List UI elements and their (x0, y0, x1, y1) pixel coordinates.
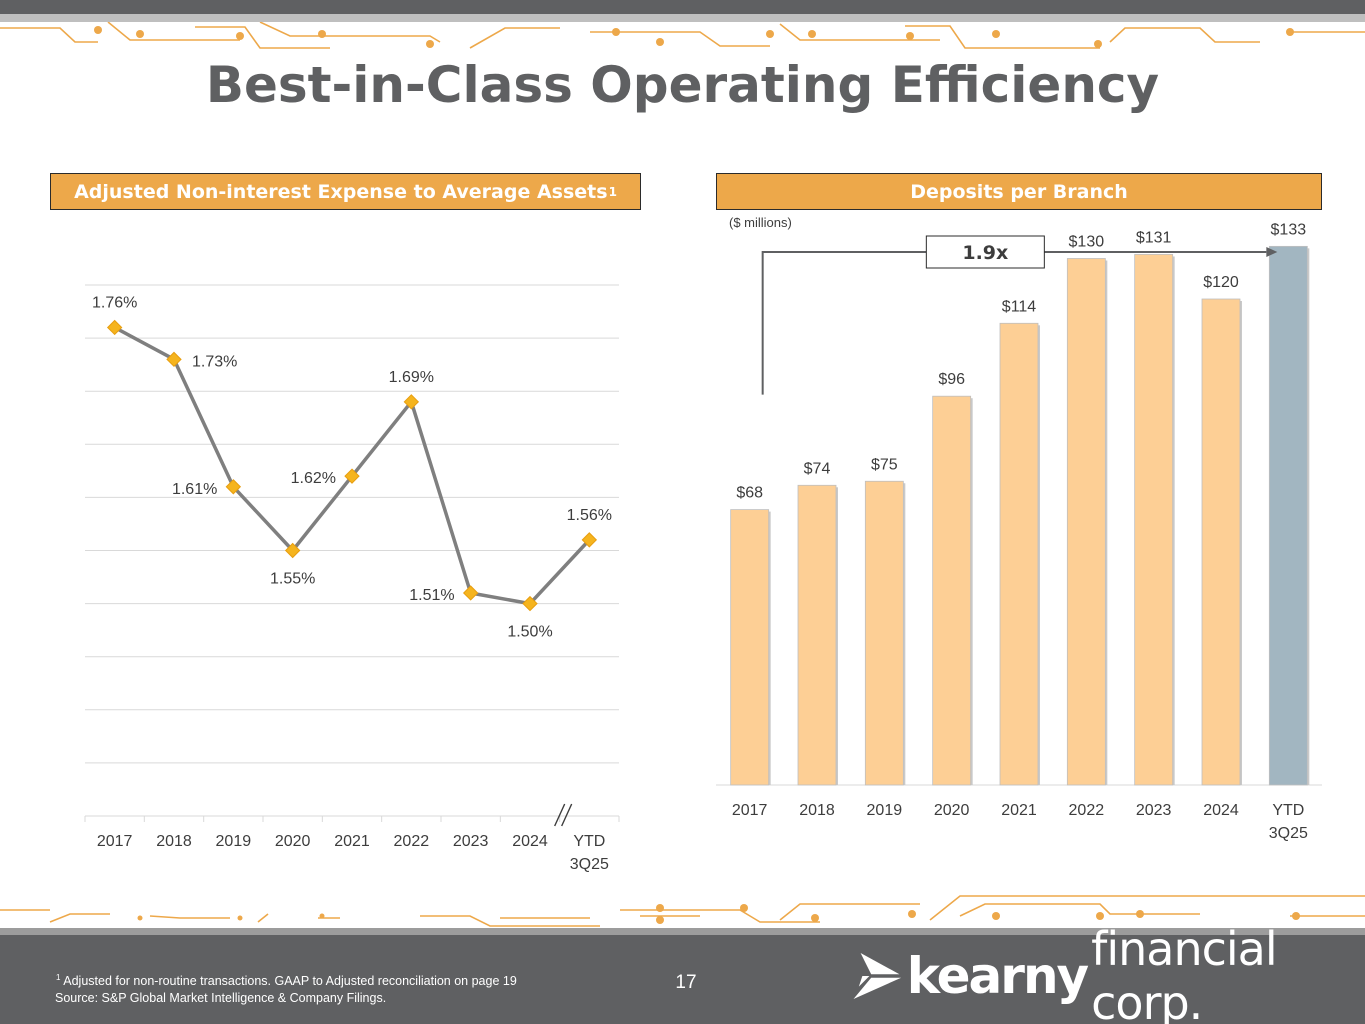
series-line (113, 325, 591, 606)
bar (730, 509, 770, 786)
footer-stripe (0, 928, 1365, 935)
x-tick-label: 2021 (334, 833, 370, 850)
logo-kearny: kearny (906, 947, 1089, 1005)
x-tick-label: 2024 (512, 833, 548, 850)
bar-chart-header: Deposits per Branch (716, 173, 1322, 210)
data-point-marker (225, 479, 242, 495)
bar-data-label: $120 (1203, 274, 1239, 291)
x-tick-label: 2020 (275, 833, 311, 850)
bar (797, 484, 837, 786)
bar (1268, 245, 1308, 786)
data-point-marker (462, 585, 479, 601)
bar-data-label: $130 (1069, 234, 1105, 251)
bar-x-tick-label: 3Q25 (1269, 825, 1308, 842)
kearny-arrow-logo-icon (853, 953, 902, 999)
data-label: 1.51% (409, 587, 454, 604)
data-label: 1.50% (507, 624, 552, 641)
data-point-marker (166, 351, 182, 368)
bar-x-tick-label: 2019 (867, 802, 903, 819)
line-chart-title: Adjusted Non-interest Expense to Average… (74, 180, 608, 203)
page-number: 17 (675, 972, 697, 993)
x-tick-label: YTD (573, 833, 605, 850)
bar-x-tick-label: 2021 (1001, 802, 1037, 819)
bar-data-label: $131 (1136, 229, 1172, 246)
top-bar-accent (0, 14, 1365, 22)
growth-arrowhead (1266, 247, 1278, 257)
data-point-marker (581, 532, 598, 548)
data-point-marker (403, 394, 420, 410)
axis-break-mark (561, 803, 573, 827)
footnote-number: 1 (56, 973, 61, 982)
footer (0, 928, 1365, 1024)
line-chart-header: Adjusted Non-interest Expense to Average… (50, 173, 641, 210)
bar (999, 322, 1039, 786)
bar-x-tick-label: 2024 (1203, 802, 1239, 819)
x-tick-label: 2023 (453, 833, 489, 850)
source-text: Source: S&P Global Market Intelligence &… (55, 991, 387, 1006)
company-logo: kearny financial corp. (850, 922, 1365, 1024)
bar-data-label: $74 (804, 460, 831, 477)
x-tick-label: 2022 (394, 833, 430, 850)
logo-financial-corp: financial corp. (1091, 922, 1278, 1024)
bar-x-tick-label: 2017 (732, 802, 768, 819)
bar-data-label: $68 (736, 485, 763, 502)
bar-x-tick-label: 2022 (1069, 802, 1105, 819)
data-point-marker (522, 595, 538, 612)
bar-x-tick-label: 2023 (1136, 802, 1172, 819)
axis-break-mark (554, 803, 566, 827)
bar (932, 395, 972, 786)
data-point-marker (284, 542, 301, 559)
x-tick-label: 2018 (156, 833, 192, 850)
growth-annotation-label: 1.9x (962, 242, 1008, 264)
footnote-text: Adjusted for non-routine transactions. G… (63, 974, 517, 989)
charts-canvas: 1.76% 1.73% 1.61% 1.55% 1.62% 1.69% 1.51% 1.50%… (84, 221, 1322, 873)
data-label: 1.76% (92, 294, 137, 311)
data-label: 1.55% (270, 571, 315, 588)
bar-data-label: $114 (1002, 298, 1037, 315)
x-tick-label: 2019 (216, 833, 252, 850)
bar-x-tick-label: YTD (1272, 802, 1304, 819)
growth-annotation-box (925, 235, 1045, 269)
data-label: 1.73% (192, 353, 237, 370)
page-title: Best-in-Class Operating Efficiency (205, 56, 1160, 114)
data-label: 1.56% (567, 507, 612, 524)
circuit-decoration-top (0, 22, 1365, 49)
bar-data-label: $133 (1271, 221, 1307, 238)
bar-data-label: $75 (871, 456, 898, 473)
x-tick-label: 3Q25 (570, 856, 609, 873)
bar-x-tick-label: 2018 (799, 802, 835, 819)
data-label: 1.61% (172, 481, 217, 498)
data-point-marker (344, 468, 360, 484)
bar-x-tick-label: 2020 (934, 802, 970, 819)
top-bar (0, 0, 1365, 14)
bar (1066, 258, 1106, 786)
bar (1201, 298, 1241, 786)
footnote-marker: 1 (608, 184, 617, 199)
x-tick-label: 2017 (97, 833, 133, 850)
bar-data-label: $96 (938, 371, 965, 388)
units-label: ($ millions) (729, 215, 792, 230)
bar (864, 480, 904, 786)
circuit-decoration-bottom (0, 895, 1365, 927)
growth-bracket (761, 251, 1267, 395)
data-point-marker (106, 319, 123, 336)
bar-chart-title: Deposits per Branch (910, 180, 1128, 203)
data-label: 1.62% (291, 470, 336, 487)
data-label: 1.69% (389, 369, 434, 386)
bar (1134, 254, 1174, 786)
footnote: 1 Adjusted for non-routine transactions.… (55, 969, 517, 1007)
